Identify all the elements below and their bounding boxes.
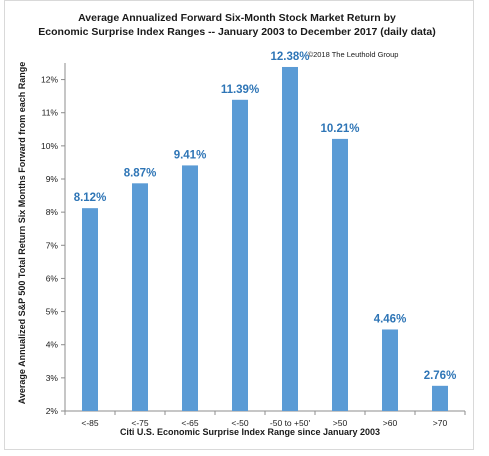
y-tick-label: 6% bbox=[46, 273, 59, 283]
bar-value-label: 10.21% bbox=[320, 123, 359, 135]
bar-chart: Average Annualized Forward Six-Month Sto… bbox=[17, 12, 466, 437]
y-axis-label: Average Annualized S&P 500 Total Return … bbox=[17, 62, 27, 405]
bar-value-label: 8.87% bbox=[124, 167, 157, 179]
bar bbox=[332, 138, 348, 411]
y-tick-label: 5% bbox=[46, 307, 59, 317]
x-tick-label: >50 bbox=[333, 418, 348, 428]
bar-value-label: 8.12% bbox=[74, 192, 107, 204]
y-tick-label: 7% bbox=[46, 240, 59, 250]
chart-title-line-2: Economic Surprise Index Ranges -- Januar… bbox=[38, 26, 435, 38]
y-tick-label: 10% bbox=[41, 141, 58, 151]
copyright-note: ©2018 The Leuthold Group bbox=[308, 50, 399, 59]
bar-value-label: 9.41% bbox=[174, 149, 207, 161]
bar-value-label: 11.39% bbox=[221, 84, 259, 96]
y-tick-label: 2% bbox=[46, 406, 59, 416]
bar bbox=[382, 329, 398, 411]
x-axis-label: Citi U.S. Economic Surprise Index Range … bbox=[120, 427, 380, 437]
x-tick-label: <-75 bbox=[131, 418, 149, 428]
x-tick-label: <-50 bbox=[231, 418, 249, 428]
chart-frame: Average Annualized Forward Six-Month Sto… bbox=[4, 0, 474, 450]
x-tick-label: <-65 bbox=[181, 418, 199, 428]
x-axis: <-85 <-75 <-65 <-50 -50 to +50' >50 >60 >70 bbox=[64, 410, 466, 428]
bar bbox=[132, 183, 148, 411]
y-axis: 2% 3% 4% 5% 6% 7% 8% 9% 10% 11% 12% bbox=[41, 63, 66, 416]
x-tick-label: <-85 bbox=[81, 418, 99, 428]
y-tick-label: 4% bbox=[46, 340, 59, 350]
y-tick-label: 3% bbox=[46, 373, 59, 383]
bar bbox=[82, 208, 98, 411]
bar-value-label: 12.38% bbox=[270, 51, 309, 63]
x-tick-label: >70 bbox=[433, 418, 448, 428]
x-tick-label: >60 bbox=[383, 418, 398, 428]
y-tick-label: 9% bbox=[46, 174, 59, 184]
bar-series bbox=[82, 66, 448, 411]
y-tick-label: 11% bbox=[42, 108, 59, 118]
x-tick-label: -50 to +50' bbox=[270, 418, 311, 428]
y-tick-label: 12% bbox=[41, 75, 58, 85]
data-labels: 8.12% 8.87% 9.41% 11.39% 12.38% 10.21% 4.46% 2.… bbox=[74, 51, 457, 382]
bar bbox=[432, 385, 448, 411]
bar-value-label: 4.46% bbox=[374, 313, 407, 325]
bar bbox=[232, 99, 248, 411]
chart-title-line-1: Average Annualized Forward Six-Month Sto… bbox=[78, 12, 396, 24]
bar bbox=[282, 66, 298, 411]
bar bbox=[182, 165, 198, 411]
bar-value-label: 2.76% bbox=[424, 370, 457, 382]
y-tick-label: 8% bbox=[46, 207, 59, 217]
